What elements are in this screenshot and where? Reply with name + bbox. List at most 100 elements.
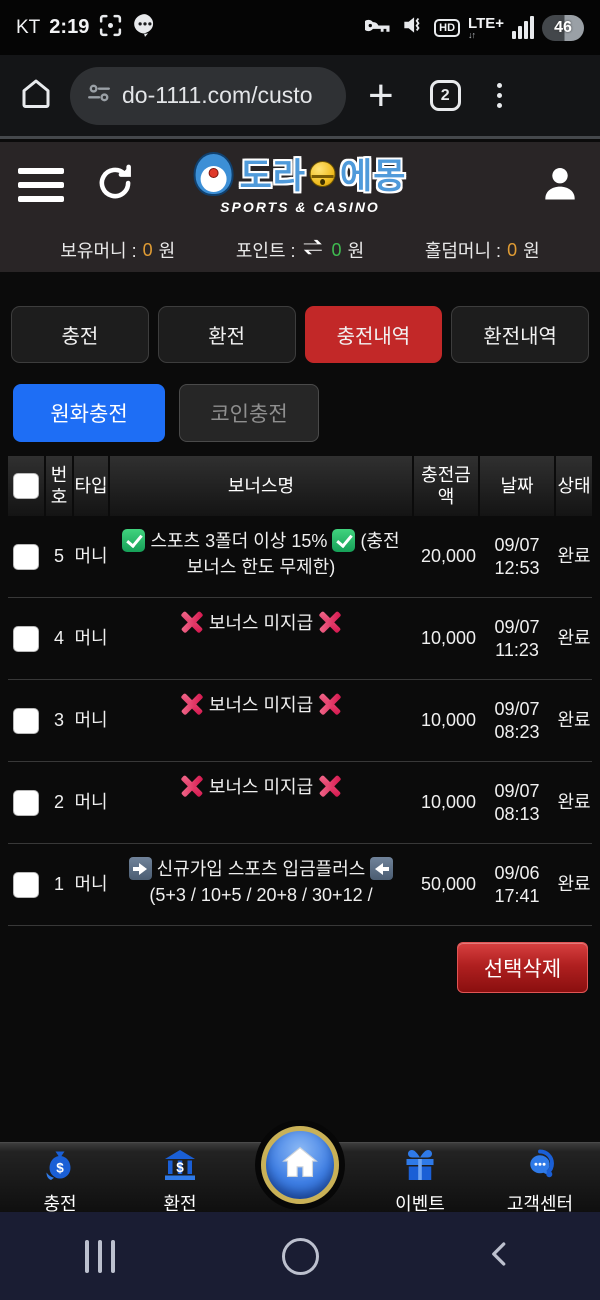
row-amount: 10,000 [420, 710, 476, 731]
header-amount: 충전금액 [414, 456, 478, 516]
row-type: 머니 [74, 546, 108, 567]
logo-text-right: 에몽 [340, 157, 407, 196]
table-header: 번호 타입 보너스명 충전금액 날짜 상태 [8, 456, 592, 516]
row-number: 2 [53, 792, 64, 813]
tab-switcher-button[interactable]: 2 [429, 80, 461, 111]
row-date: 09/06 17:41 [494, 863, 540, 906]
tab-deposit[interactable]: 충전 [11, 306, 149, 363]
header-bonus-name: 보너스명 [110, 456, 412, 516]
nav-deposit[interactable]: $ 충전 [0, 1143, 120, 1214]
clock: 2:19 [49, 16, 90, 38]
wallet-bar: 보유머니 : 0 원 포인트 : 0 원 홀덤머니 : 0 원 [0, 228, 600, 272]
row-checkbox[interactable] [13, 543, 39, 570]
svg-text:$: $ [56, 1161, 64, 1176]
row-status: 완료 [557, 792, 591, 813]
signal-bars-icon [512, 15, 534, 39]
refresh-button[interactable] [94, 162, 136, 209]
convert-arrows-icon[interactable] [302, 239, 326, 262]
network-indicator: LTE+ ↓↑ [468, 14, 504, 40]
row-amount: 50,000 [420, 874, 476, 895]
table-row: 2 머니 보너스 미지급 10,000 09/07 08:13 완료 [8, 762, 592, 844]
logo-subtitle: SPORTS & CASINO [220, 199, 380, 215]
red-x-icon [318, 774, 342, 798]
recent-apps-button[interactable] [85, 1239, 115, 1273]
site-logo[interactable]: 도라 에몽 SPORTS & CASINO [193, 148, 407, 215]
vpn-key-icon [362, 12, 392, 44]
header-status: 상태 [556, 456, 592, 516]
browser-menu-button[interactable] [496, 83, 502, 108]
green-check-icon [122, 529, 146, 552]
main-content: 충전 환전 충전내역 환전내역 원화충전 코인충전 번호 타입 보너스명 충전금… [0, 272, 600, 1142]
profile-button[interactable] [538, 161, 582, 210]
wallet-points: 포인트 : 0 원 [235, 239, 365, 262]
tab-withdraw[interactable]: 환전 [157, 306, 296, 363]
url-text: do-1111.com/custo [122, 82, 313, 108]
tab-withdraw-history[interactable]: 환전내역 [451, 306, 589, 363]
header-type: 타입 [74, 456, 108, 516]
delete-selected-button[interactable]: 선택삭제 [457, 942, 588, 993]
red-x-icon [180, 692, 204, 716]
row-date: 09/07 12:53 [494, 535, 540, 578]
row-type: 머니 [74, 710, 108, 731]
subtab-krw-deposit[interactable]: 원화충전 [13, 384, 165, 442]
subtab-coin-deposit[interactable]: 코인충전 [179, 384, 319, 442]
battery-indicator: 46 [542, 14, 584, 41]
table-body: 5 머니 스포츠 3폴더 이상 15% (충전 보너스 한도 무제한) 20,00… [8, 516, 592, 926]
row-status: 완료 [557, 874, 591, 895]
row-checkbox[interactable] [13, 707, 39, 734]
carrier-label: KT [16, 16, 41, 38]
headset-chat-icon [522, 1147, 558, 1188]
money-bag-icon: $ [42, 1147, 78, 1188]
back-button[interactable] [485, 1237, 515, 1276]
green-check-icon [332, 529, 356, 552]
browser-home-icon[interactable] [18, 75, 54, 116]
balance-value: 0 [142, 239, 153, 260]
table-row: 3 머니 보너스 미지급 10,000 09/07 08:23 완료 [8, 680, 592, 762]
row-bonus-name: 보너스 미지급 [110, 598, 412, 679]
mute-icon [400, 12, 426, 43]
status-bar: KT 2:19 [0, 0, 600, 55]
red-x-icon [318, 610, 342, 634]
row-type: 머니 [74, 628, 108, 649]
hd-badge: HD [434, 18, 461, 37]
arrow-left-icon [370, 857, 394, 880]
wallet-balance: 보유머니 : 0 원 [60, 239, 176, 262]
nav-withdraw[interactable]: $ 환전 [120, 1143, 240, 1214]
row-number: 4 [53, 628, 64, 649]
row-amount: 10,000 [420, 628, 476, 649]
row-status: 완료 [557, 546, 591, 567]
nav-home-button[interactable] [261, 1126, 339, 1204]
menu-hamburger-button[interactable] [18, 168, 64, 202]
row-bonus-name: 신규가입 스포츠 입금플러스 (5+3 / 10+5 / 20+8 / 30+1… [110, 844, 412, 925]
row-type: 머니 [74, 874, 108, 895]
row-checkbox[interactable] [13, 871, 39, 898]
row-bonus-name: 보너스 미지급 [110, 680, 412, 761]
row-date: 09/07 11:23 [494, 617, 540, 660]
gift-icon [402, 1147, 438, 1188]
row-checkbox[interactable] [13, 625, 39, 652]
holdem-value: 0 [507, 239, 518, 260]
tab-deposit-history[interactable]: 충전내역 [304, 306, 443, 363]
nav-customer-service[interactable]: 고객센터 [480, 1143, 600, 1214]
url-bar[interactable]: do-1111.com/custo [70, 66, 346, 125]
nav-events[interactable]: 이벤트 [360, 1143, 480, 1214]
android-home-button[interactable] [281, 1237, 319, 1275]
chat-notification-icon [132, 12, 158, 43]
select-all-checkbox[interactable] [13, 473, 39, 499]
logo-text-left: 도라 [239, 157, 306, 196]
site-info-icon[interactable] [86, 80, 112, 111]
table-row: 4 머니 보너스 미지급 10,000 09/07 11:23 완료 [8, 598, 592, 680]
new-tab-button[interactable]: + [368, 70, 394, 120]
row-date: 09/07 08:23 [494, 699, 540, 742]
row-checkbox[interactable] [13, 789, 39, 816]
row-number: 1 [53, 874, 64, 895]
screen-capture-icon [98, 13, 123, 43]
deposit-history-table: 번호 타입 보너스명 충전금액 날짜 상태 5 머니 스포츠 3폴더 이상 15%… [8, 456, 592, 926]
red-x-icon [318, 692, 342, 716]
row-amount: 10,000 [420, 792, 476, 813]
arrow-right-icon [128, 857, 152, 880]
action-tabs: 충전 환전 충전내역 환전내역 [0, 306, 600, 363]
wallet-holdem: 홀덤머니 : 0 원 [424, 239, 540, 262]
currency-subtabs: 원화충전 코인충전 [0, 384, 600, 442]
